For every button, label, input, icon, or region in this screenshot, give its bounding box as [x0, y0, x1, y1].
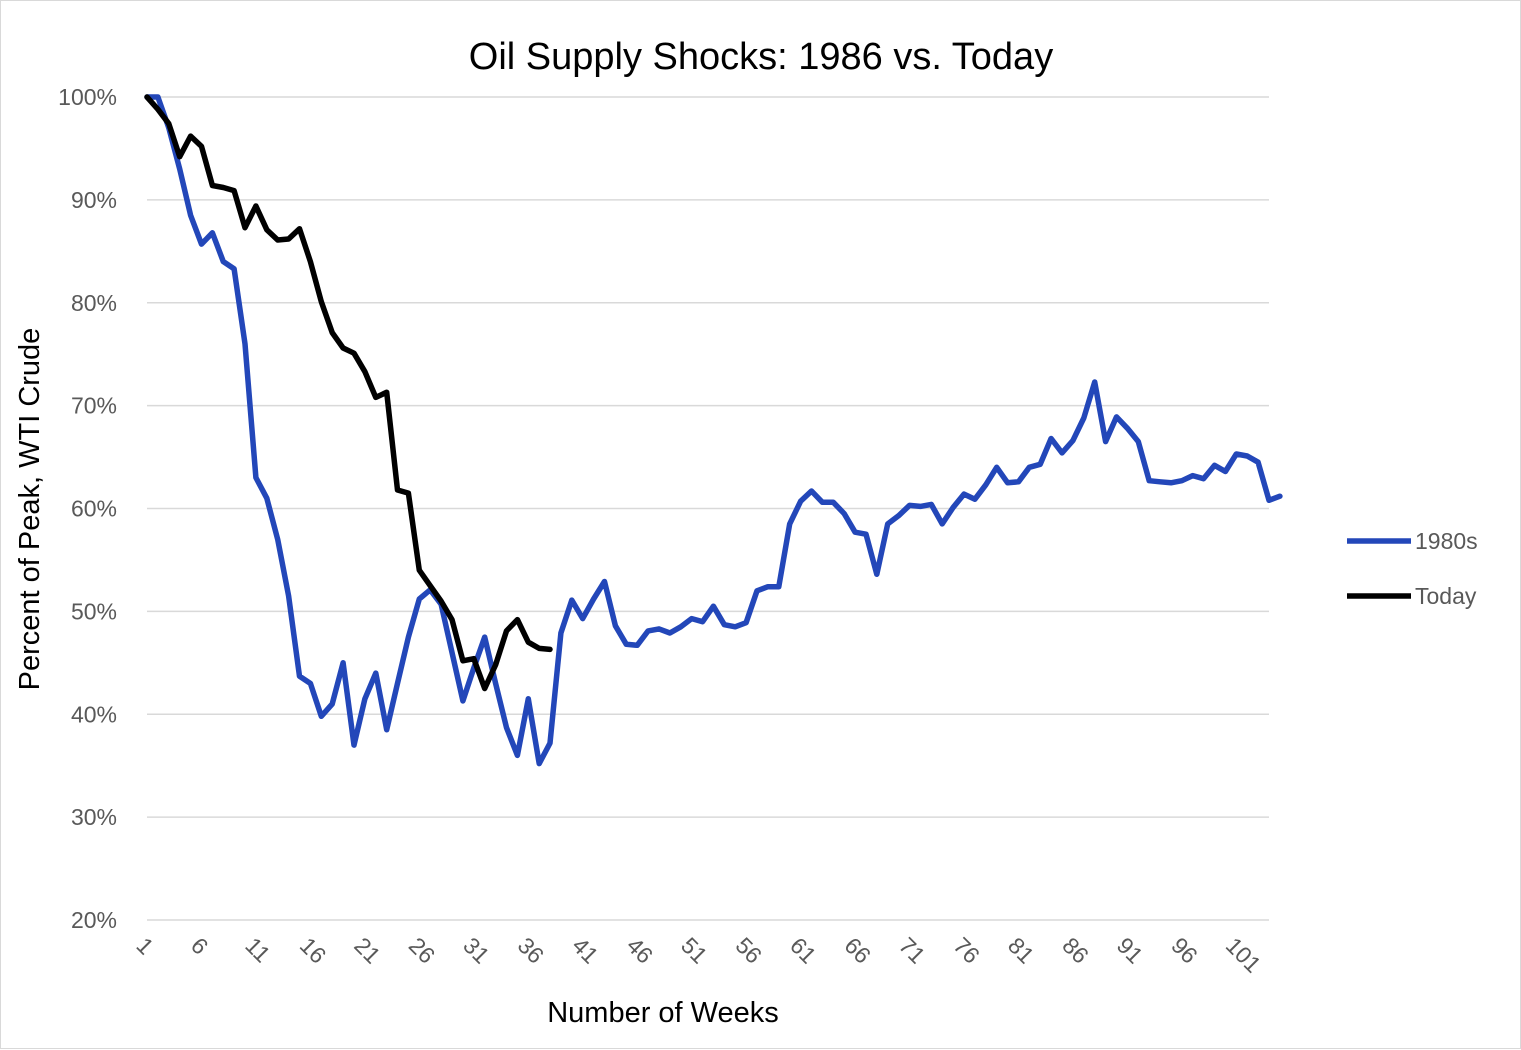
x-tick-label: 71 — [894, 932, 930, 968]
y-tick-label: 60% — [71, 496, 117, 522]
x-tick-label: 26 — [404, 932, 440, 968]
y-axis-ticks: 100% 90% 80% 70% 60% 50% 40% 30% 20% — [58, 84, 117, 933]
x-axis-ticks: 1 6 11 16 21 26 31 36 41 46 51 56 61 66 71 76 81 86 91 96 10… — [131, 932, 1266, 978]
x-tick-label: 36 — [513, 932, 549, 968]
x-tick-label: 46 — [622, 932, 658, 968]
gridlines — [147, 96, 1269, 921]
legend: 1980s Today — [1347, 528, 1478, 609]
legend-label-1980s: 1980s — [1415, 528, 1478, 554]
x-tick-label: 81 — [1003, 932, 1039, 968]
y-tick-label: 70% — [71, 393, 117, 419]
x-tick-label: 51 — [676, 932, 712, 968]
x-tick-label: 66 — [840, 932, 876, 968]
y-tick-label: 100% — [58, 84, 117, 110]
y-tick-label: 40% — [71, 701, 117, 727]
x-tick-label: 41 — [567, 932, 603, 968]
x-tick-label: 16 — [295, 932, 331, 968]
x-tick-label: 86 — [1057, 932, 1093, 968]
series-lines — [144, 94, 1283, 767]
series-line-1980s — [144, 94, 1283, 767]
x-axis-label: Number of Weeks — [547, 997, 779, 1029]
x-tick-label: 96 — [1166, 932, 1202, 968]
y-axis-label: Percent of Peak, WTI Crude — [14, 328, 46, 691]
x-tick-label: 91 — [1112, 932, 1148, 968]
x-tick-label: 11 — [240, 932, 275, 967]
y-tick-label: 30% — [71, 804, 117, 830]
y-tick-label: 80% — [71, 290, 117, 316]
legend-label-today: Today — [1415, 583, 1477, 609]
x-tick-label: 76 — [948, 932, 984, 968]
x-tick-label: 56 — [731, 932, 767, 968]
x-tick-label: 6 — [186, 932, 213, 959]
x-tick-label: 21 — [349, 932, 385, 968]
y-tick-label: 20% — [71, 907, 117, 933]
x-tick-label: 101 — [1221, 932, 1267, 978]
x-tick-label: 61 — [785, 932, 821, 968]
y-tick-label: 90% — [71, 187, 117, 213]
x-tick-label: 31 — [458, 932, 494, 968]
chart-title: Oil Supply Shocks: 1986 vs. Today — [469, 36, 1053, 78]
y-tick-label: 50% — [71, 598, 117, 624]
series-line-today — [144, 94, 553, 692]
x-tick-label: 1 — [131, 932, 158, 959]
